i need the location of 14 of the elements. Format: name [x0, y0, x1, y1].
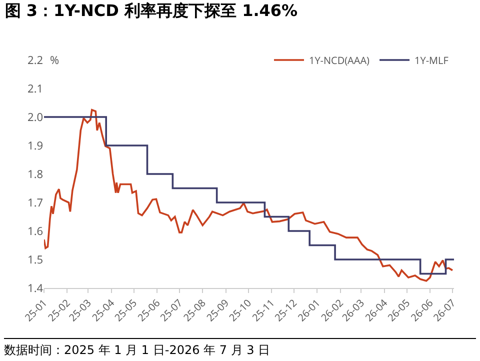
- legend-label: 1Y-MLF: [414, 52, 448, 67]
- y-tick-label: 1.4: [28, 280, 44, 296]
- chart-title: 图 3：1Y-NCD 利率再度下探至 1.46%: [4, 1, 298, 20]
- y-tick-label: 1.6: [28, 224, 43, 239]
- legend-label: 1Y-NCD(AAA): [309, 52, 370, 67]
- y-tick-label: 1.9: [28, 138, 43, 154]
- y-tick-label: 1.5: [28, 252, 43, 268]
- text: 数据时间：2025 年 1 月 1 日-2026 年 7 月 3 日: [4, 338, 476, 359]
- y-tick-label: 2.2: [28, 52, 43, 68]
- y-tick-label: 1.7: [28, 195, 43, 210]
- y-tick-label: 2.1: [28, 81, 43, 96]
- y-tick-label: 1.8: [28, 166, 43, 182]
- y-axis-title: %: [50, 53, 60, 68]
- y-tick-label: 2.0: [28, 110, 43, 125]
